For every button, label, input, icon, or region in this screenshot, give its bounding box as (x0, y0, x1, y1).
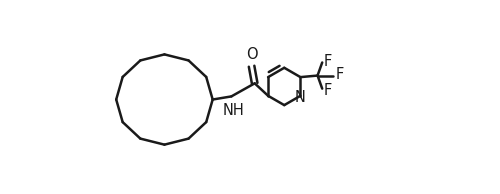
Text: F: F (324, 54, 332, 69)
Text: O: O (246, 48, 258, 62)
Text: NH: NH (223, 103, 244, 118)
Text: N: N (294, 90, 305, 105)
Text: F: F (336, 68, 344, 82)
Text: F: F (324, 83, 332, 98)
